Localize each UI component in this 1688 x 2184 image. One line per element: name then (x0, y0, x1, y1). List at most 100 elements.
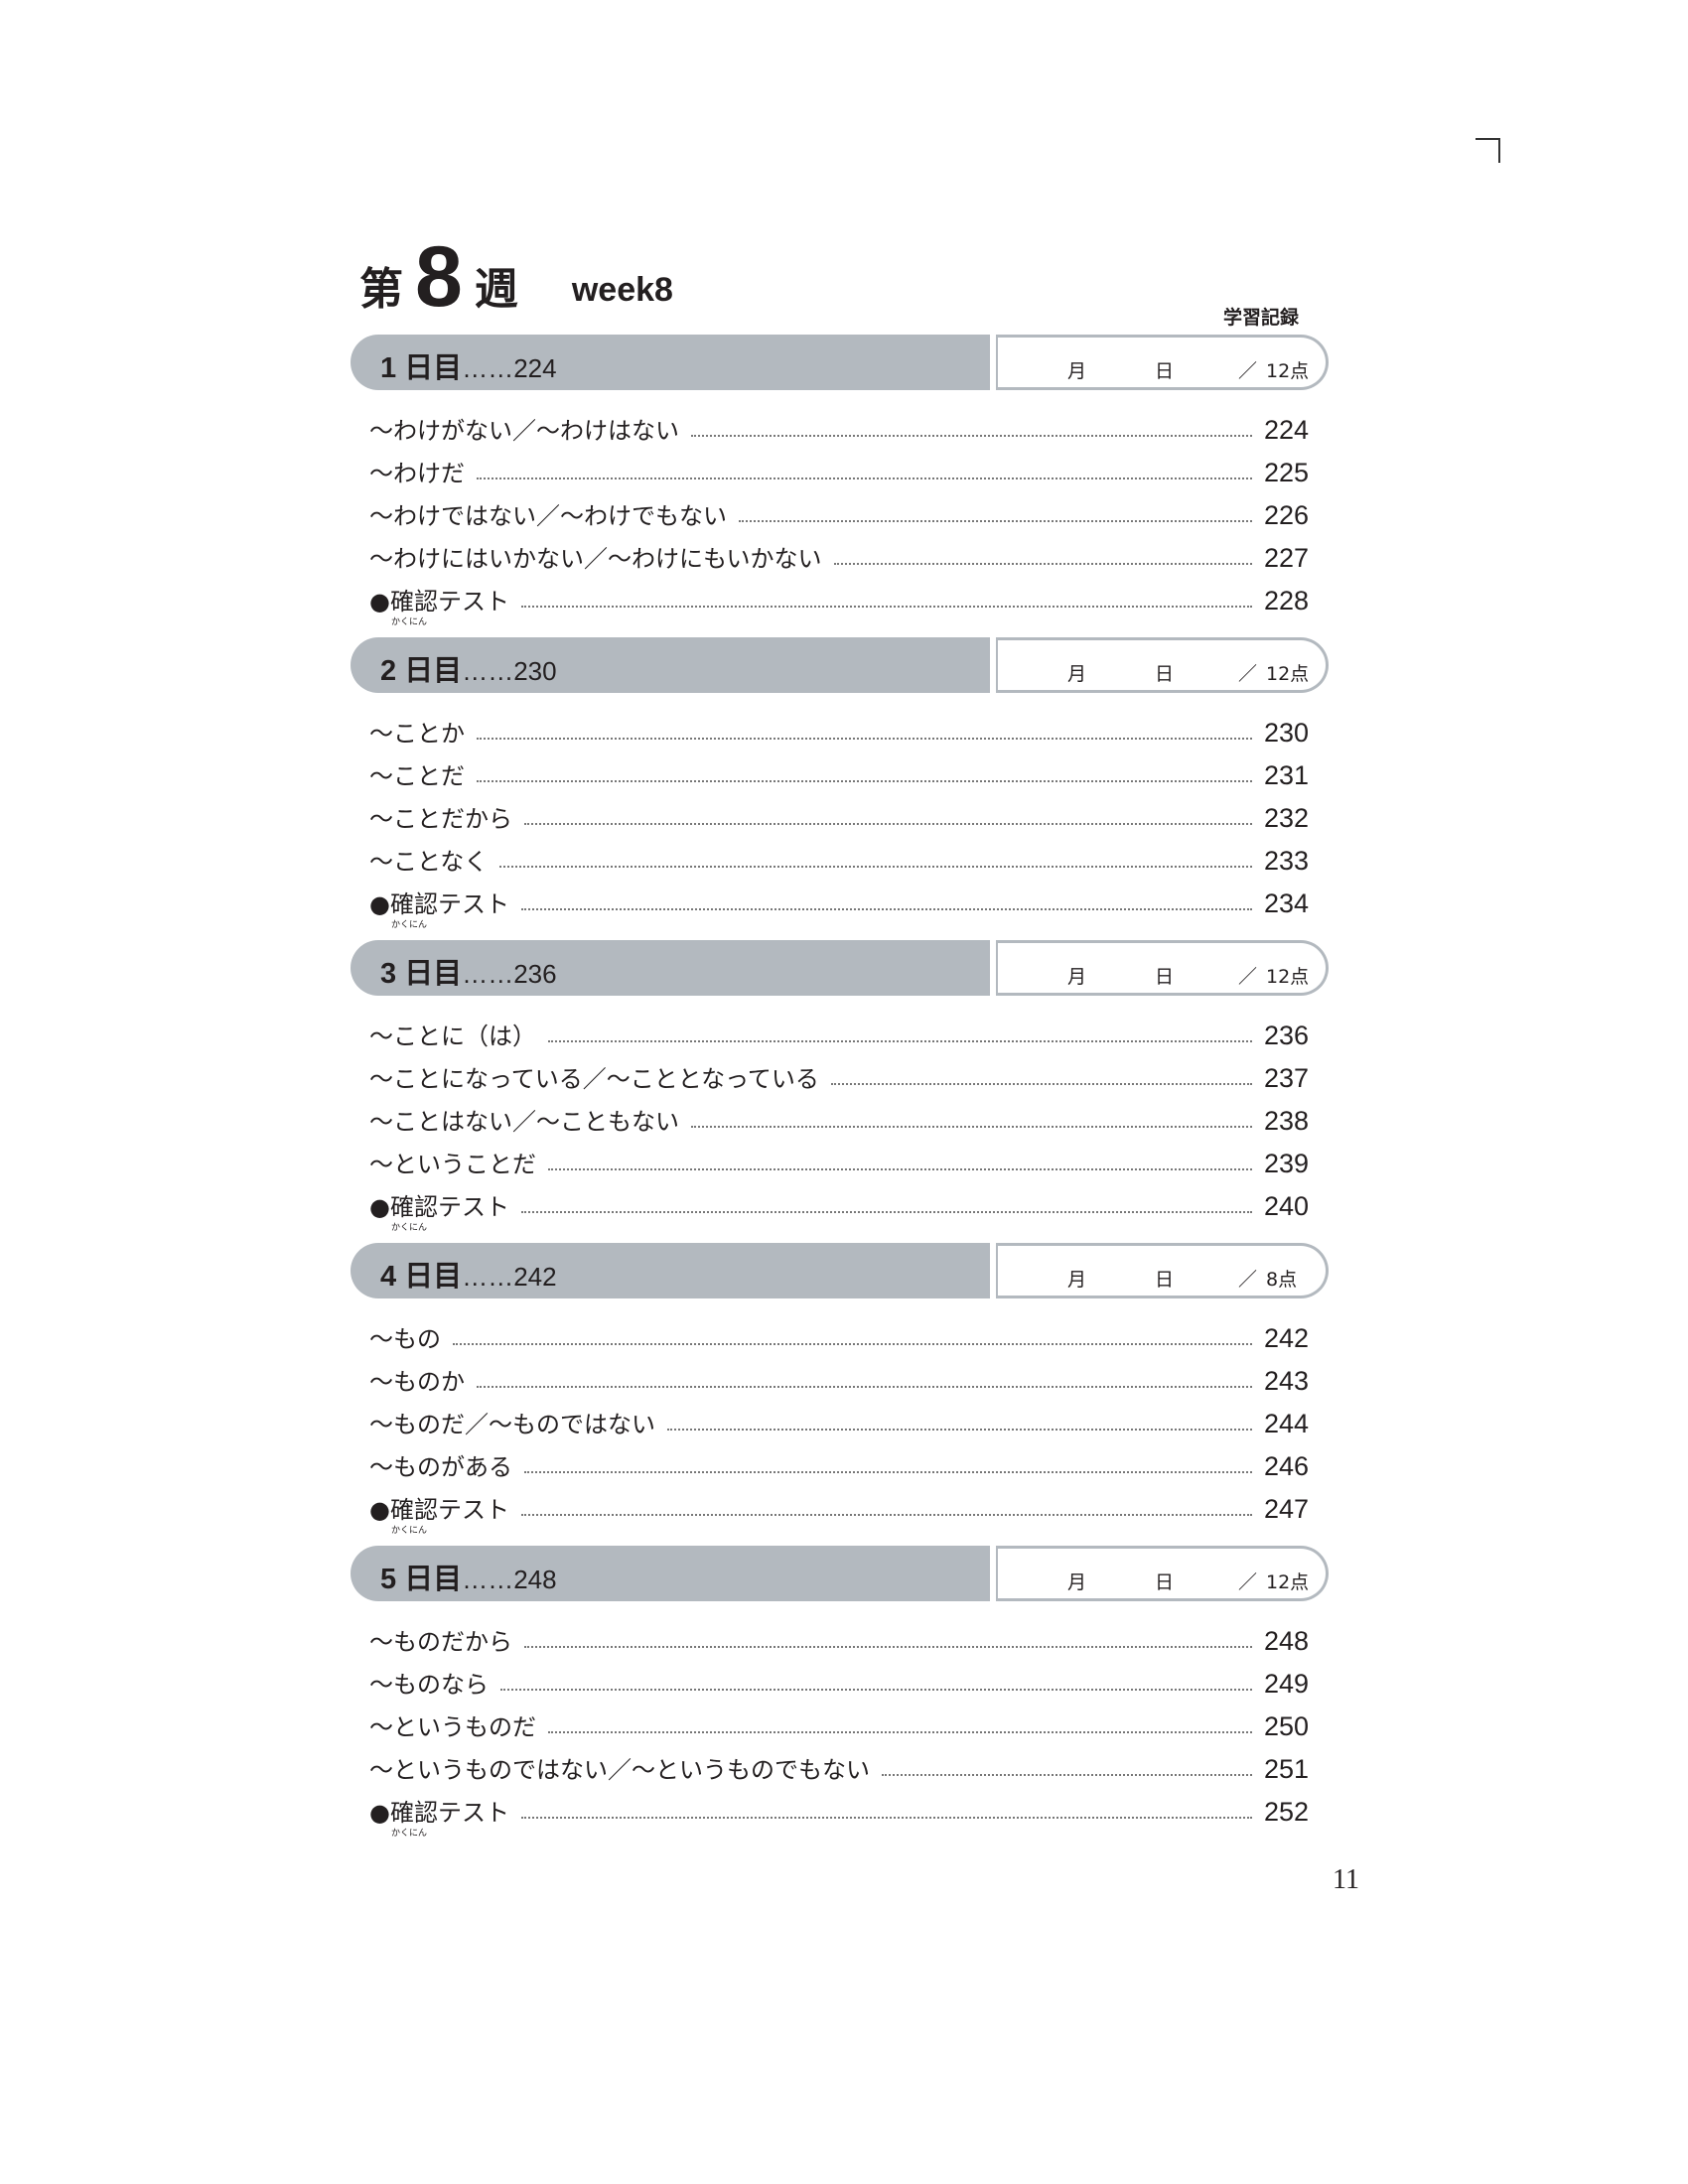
day-section-header: 5 日目……248 月 日 ／ 12点 (351, 1546, 1329, 1601)
toc-entry[interactable]: 〜もの 242 (369, 1320, 1309, 1354)
dot-leader (477, 780, 1252, 782)
day-start-page: 230 (513, 656, 557, 686)
entry-page: 234 (1263, 888, 1309, 918)
entry-page: 250 (1263, 1711, 1309, 1741)
dot-leader (477, 478, 1252, 479)
toc-entry[interactable]: 〜わけにはいかない／〜わけにもいかない 227 (369, 540, 1309, 574)
dot-leader (524, 1646, 1252, 1648)
entry-label: 〜ことだから (369, 805, 512, 833)
day-bar: 3 日目……236 (351, 940, 990, 996)
entry-page: 233 (1263, 846, 1309, 876)
toc-entry[interactable]: 〜ことか 230 (369, 715, 1309, 749)
day-label: 4 日目 (380, 1261, 463, 1293)
dot-leader (548, 1168, 1252, 1170)
study-record-box: 月 日 ／ 8点 (996, 1243, 1329, 1298)
dot-leader (691, 435, 1252, 437)
day-label: 5 日目 (380, 1564, 463, 1595)
day-start-page: 242 (513, 1262, 557, 1292)
dot-leader (833, 563, 1252, 565)
dot-leader (520, 1211, 1252, 1213)
dot-leader (499, 866, 1252, 868)
toc-entry[interactable]: 〜というものではない／〜というものでもない 251 (369, 1751, 1309, 1785)
toc-entry[interactable]: 〜ことになっている／〜こととなっている 237 (369, 1060, 1309, 1094)
entry-label: 〜というものだ (369, 1713, 536, 1741)
score-label: 12点 (1266, 663, 1310, 685)
day-title: 5 日目……248 (380, 1556, 557, 1597)
entry-label: 〜わけだ (369, 460, 465, 487)
dot-leader (520, 908, 1252, 910)
toc-entry[interactable]: 〜わけがない／〜わけはない 224 (369, 412, 1309, 446)
furigana: かくにん (391, 1829, 428, 1839)
toc-entry[interactable]: 〜というものだ 250 (369, 1708, 1309, 1742)
toc-entry[interactable]: 〜ものか 243 (369, 1363, 1309, 1397)
dot-leader (520, 606, 1252, 608)
dot-leader (500, 1689, 1252, 1691)
day-separator: …… (462, 1262, 514, 1292)
entry-page: 248 (1263, 1626, 1309, 1656)
toc-entry[interactable]: ●確認テスト かくにん 228 (369, 583, 1309, 627)
toc-entry[interactable]: 〜ものがある 246 (369, 1448, 1309, 1482)
entry-label: 〜ものか (369, 1368, 465, 1396)
toc-entry[interactable]: ●確認テスト かくにん 240 (369, 1188, 1309, 1233)
toc-entry[interactable]: 〜ことに（は） 236 (369, 1018, 1309, 1051)
day-label: 日 (1155, 1571, 1175, 1593)
entry-page: 247 (1263, 1494, 1309, 1524)
day-title: 3 日目……236 (380, 950, 557, 992)
toc-entry[interactable]: 〜ことなく 233 (369, 843, 1309, 877)
toc-entry[interactable]: 〜ということだ 239 (369, 1146, 1309, 1179)
entry-label: 〜わけにはいかない／〜わけにもいかない (369, 545, 822, 573)
page-number: 11 (1333, 1864, 1359, 1895)
toc-entry[interactable]: ●確認テスト かくにん 234 (369, 886, 1309, 930)
entry-page: 251 (1263, 1754, 1309, 1784)
entry-label: 〜もの (369, 1325, 441, 1353)
month-label: 月 (1067, 1571, 1087, 1593)
toc-entry[interactable]: 〜ことだから 232 (369, 800, 1309, 834)
entry-label: 〜ことに（は） (369, 1023, 536, 1050)
dot-leader (882, 1774, 1252, 1776)
entry-page: 246 (1263, 1451, 1309, 1481)
toc-entry[interactable]: 〜わけではない／〜わけでもない 226 (369, 497, 1309, 531)
entry-page: 228 (1263, 586, 1309, 615)
toc-entry[interactable]: 〜ことはない／〜こともない 238 (369, 1103, 1309, 1137)
entry-page: 225 (1263, 458, 1309, 487)
study-record-label: 学習記録 (1223, 307, 1300, 329)
day-separator: …… (462, 959, 514, 989)
slash: ／ (1238, 1269, 1258, 1291)
day-label: 日 (1155, 966, 1175, 988)
entry-page: 236 (1263, 1021, 1309, 1050)
furigana: かくにん (391, 920, 428, 930)
entry-label: 〜ものがある (369, 1453, 512, 1481)
dot-leader (691, 1126, 1252, 1128)
entry-label: 〜わけがない／〜わけはない (369, 417, 679, 445)
entry-page: 232 (1263, 803, 1309, 833)
day-bar: 4 日目……242 (351, 1243, 990, 1298)
title-week-label: week8 (571, 271, 673, 309)
study-record-box: 月 日 ／ 12点 (996, 637, 1329, 693)
entry-page: 243 (1263, 1366, 1309, 1396)
study-record-box: 月 日 ／ 12点 (996, 940, 1329, 996)
toc-entry[interactable]: 〜ことだ 231 (369, 757, 1309, 791)
day-section-header: 4 日目……242 月 日 ／ 8点 (351, 1243, 1329, 1298)
entry-page: 249 (1263, 1669, 1309, 1699)
toc-entry[interactable]: 〜わけだ 225 (369, 455, 1309, 488)
entry-label: 〜ものなら (369, 1671, 489, 1699)
day-section-header: 1 日目……224 月 日 ／ 12点 (351, 335, 1329, 390)
score-label: 12点 (1266, 966, 1310, 988)
entry-label: 〜ことだ (369, 762, 465, 790)
dot-leader (524, 1471, 1252, 1473)
toc-entry[interactable]: ●確認テスト かくにん 252 (369, 1794, 1309, 1839)
dot-leader (477, 738, 1252, 740)
entry-page: 252 (1263, 1797, 1309, 1827)
toc-entry[interactable]: 〜ものなら 249 (369, 1666, 1309, 1700)
title-kanji-shu: 週 (474, 264, 518, 315)
toc-entry[interactable]: 〜ものだから 248 (369, 1623, 1309, 1657)
toc-entry[interactable]: ●確認テスト かくにん 247 (369, 1491, 1309, 1536)
score-label: 12点 (1266, 1571, 1310, 1593)
furigana: かくにん (391, 1526, 428, 1536)
toc-entry[interactable]: 〜ものだ／〜ものではない 244 (369, 1406, 1309, 1439)
entry-label: ●確認テスト (369, 890, 509, 918)
day-start-page: 224 (513, 353, 557, 383)
day-label: 3 日目 (380, 958, 463, 990)
entry-label: ●確認テスト (369, 1496, 509, 1524)
day-bar: 1 日目……224 (351, 335, 990, 390)
